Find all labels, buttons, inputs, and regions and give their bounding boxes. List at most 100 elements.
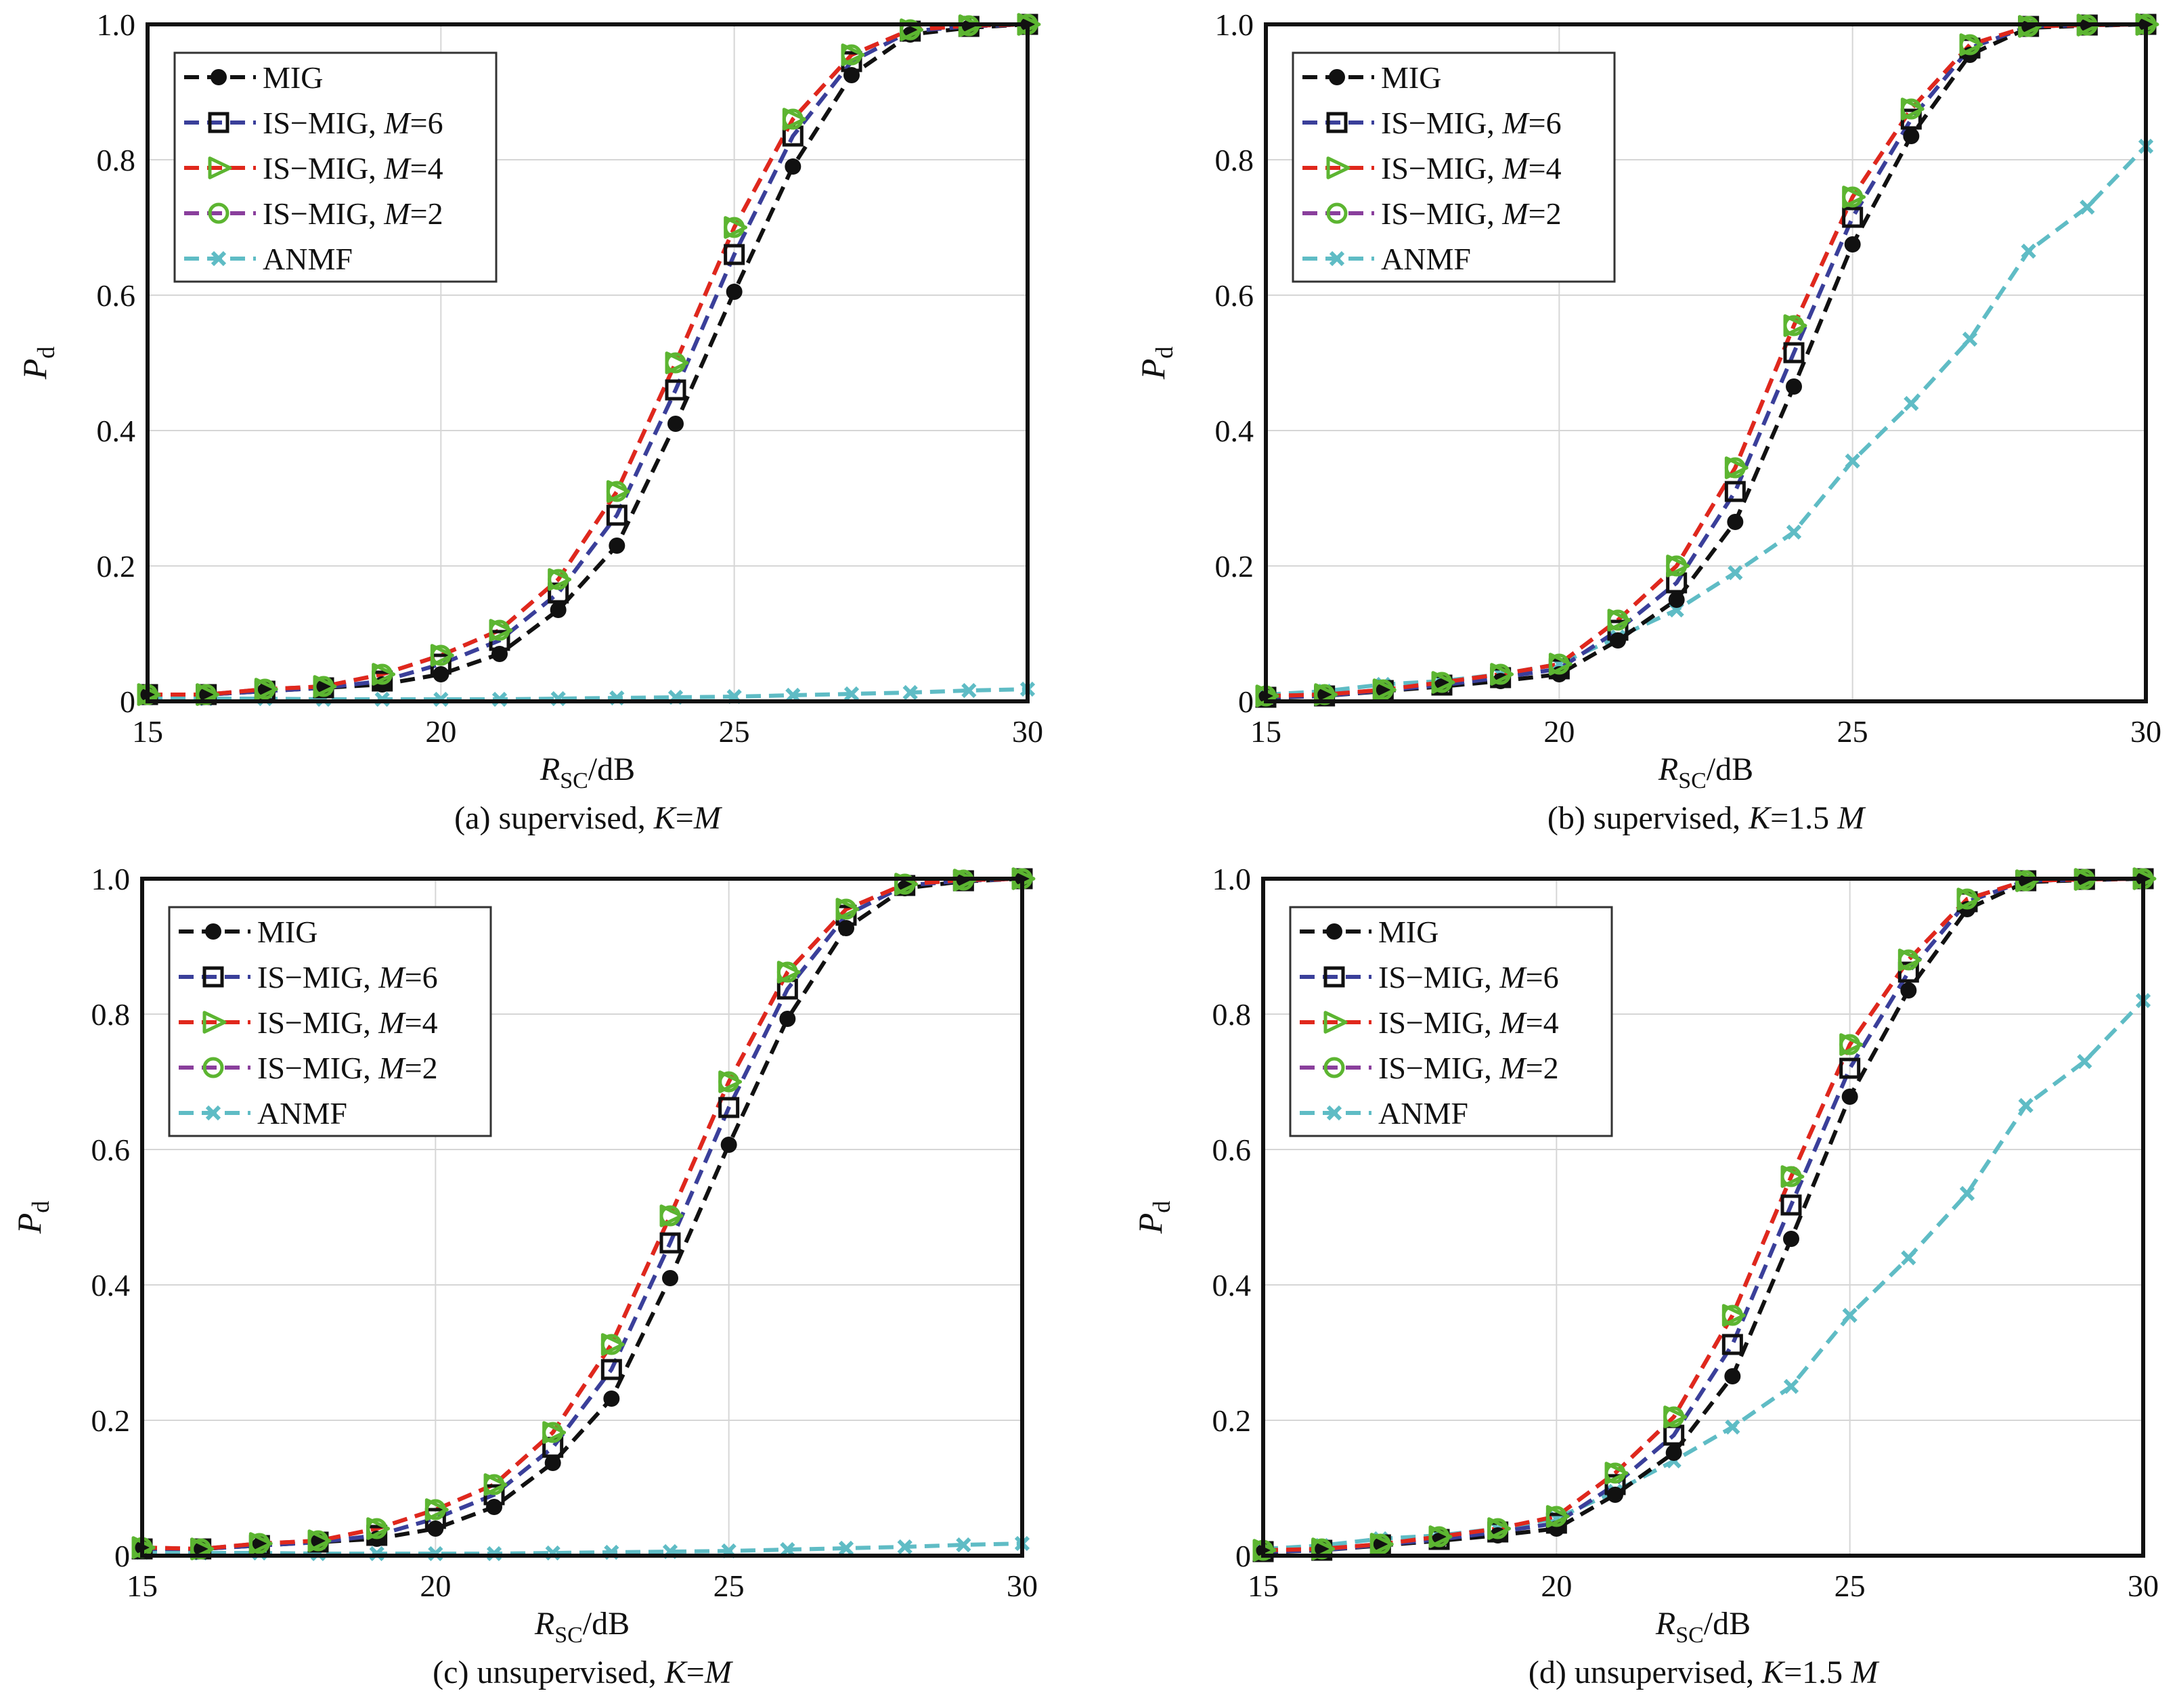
data-point-s5 [1842, 1307, 1858, 1323]
data-point-s3 [718, 1070, 743, 1093]
legend-label-text: ANMF [257, 1096, 347, 1131]
legend-label-suffix: =2 [1526, 1051, 1559, 1085]
data-point-s1 [609, 538, 625, 554]
data-point-s1 [1844, 236, 1861, 253]
x-tick-label: 20 [1543, 714, 1575, 749]
x-tick-label: 25 [713, 1569, 745, 1603]
x-axis-label-sub: SC [554, 1623, 583, 1648]
y-tick-label: 0.6 [1212, 1133, 1252, 1167]
data-point-s3 [1372, 678, 1397, 701]
legend-marker-3 [202, 1011, 227, 1034]
data-point-s3 [1428, 1525, 1453, 1548]
series-line-3 [1263, 877, 2144, 1552]
plot-frame [1261, 877, 2145, 1558]
data-point-s1 [720, 1137, 737, 1153]
x-tick-label: 15 [1248, 1569, 1279, 1603]
caption-var2: M [1850, 1655, 1880, 1690]
data-point-s3 [313, 675, 337, 698]
x-tick-label: 20 [425, 714, 456, 749]
legend-marker-4 [202, 1057, 224, 1078]
y-axis-label-sub: d [1151, 347, 1178, 359]
data-point-s1 [1841, 1089, 1858, 1105]
legend-marker-4 [1323, 1057, 1345, 1078]
y-tick-label: 0 [1238, 684, 1254, 719]
data-point-s3 [1897, 948, 1922, 971]
data-point-s2 [1839, 1057, 1861, 1079]
x-axis-label-main: R [540, 751, 560, 787]
legend-label-var: M [378, 1005, 406, 1040]
data-point-s3 [782, 108, 806, 131]
x-axis-label-unit: /dB [588, 751, 635, 787]
y-tick-label: 0 [1235, 1539, 1251, 1573]
x-tick-label: 30 [2130, 714, 2161, 749]
data-point-s3 [1839, 1033, 1864, 1056]
legend-label-1: MIG [257, 915, 317, 949]
data-point-s3 [1666, 554, 1690, 577]
caption-suffix: =1.5 [1784, 1655, 1851, 1690]
legend-label-text: IS−MIG, [257, 1005, 378, 1040]
legend-label-text: ANMF [1381, 242, 1471, 276]
x-axis-label-main: R [1655, 1606, 1675, 1642]
caption-var2: M [693, 800, 723, 836]
data-point-s5 [1783, 1378, 1799, 1395]
data-point-s5 [1959, 1185, 1975, 1202]
data-point-s2 [1724, 481, 1746, 502]
data-point-s1 [1727, 514, 1744, 530]
legend-label-suffix: =4 [1526, 1005, 1559, 1040]
series-line-3 [1266, 22, 2147, 698]
y-tick-label: 0.8 [1215, 143, 1254, 177]
y-axis-label-main: P [16, 359, 53, 380]
legend-label-3: IS−MIG, M=4 [1378, 1005, 1559, 1040]
data-point-s1 [486, 1499, 502, 1515]
y-tick-label: 1.0 [1215, 7, 1254, 42]
x-axis-label-unit: /dB [583, 1606, 630, 1642]
legend-label-var: M [383, 106, 412, 140]
data-point-s2 [724, 244, 745, 265]
data-point-s3 [1604, 1462, 1629, 1485]
legend-label-1: MIG [1378, 915, 1438, 949]
legend-label-suffix: =6 [405, 960, 438, 994]
x-axis-label: RSC/dB [1658, 751, 1753, 793]
x-tick-label: 15 [1250, 714, 1281, 749]
legend-marker-4 [208, 202, 229, 224]
data-point-s3 [1431, 671, 1455, 694]
data-point-s3 [1959, 33, 1983, 56]
x-tick-label: 15 [132, 714, 163, 749]
data-point-s3 [1956, 888, 1981, 911]
data-point-s3 [606, 480, 630, 503]
data-point-s5 [1904, 395, 1919, 412]
caption-suffix: = [686, 1655, 705, 1690]
y-tick-label: 0.8 [97, 143, 136, 177]
data-point-s2 [600, 1359, 622, 1380]
data-point-s5 [897, 1539, 913, 1555]
data-point-s2 [718, 1097, 740, 1118]
y-tick-label: 0.8 [1212, 997, 1252, 1032]
data-point-s5 [902, 684, 918, 701]
x-axis-label-sub: SC [1675, 1623, 1704, 1648]
data-point-s3 [489, 619, 513, 642]
legend-label-var: M [1501, 196, 1530, 231]
data-point-s1 [1665, 1445, 1682, 1461]
data-point-s1 [603, 1391, 620, 1407]
legend-marker-3 [208, 156, 232, 179]
legend-label-2: IS−MIG, M=6 [1378, 960, 1559, 994]
legend-label-var: M [378, 1051, 406, 1085]
legend-label-var: M [378, 960, 406, 994]
legend-marker-2 [1326, 112, 1348, 133]
series-line-3 [142, 877, 1023, 1552]
caption-suffix: = [676, 800, 694, 836]
legend-label-text: MIG [257, 915, 317, 949]
legend-label-text: IS−MIG, [1378, 1051, 1499, 1085]
chart-panel-c: 15 20 25 30 0 0.2 0.4 0.6 0.8 1.0 RSC/dB Pd (c) unsu… [10, 862, 1038, 1690]
x-tick-label: 25 [1835, 1569, 1866, 1603]
legend-marker-2 [1323, 966, 1345, 988]
data-point-s1 [1668, 592, 1685, 608]
legend-marker-5 [1326, 1105, 1342, 1121]
data-point-s3 [1369, 1533, 1394, 1556]
data-point-s2 [665, 379, 686, 401]
data-point-s5 [838, 1540, 854, 1556]
